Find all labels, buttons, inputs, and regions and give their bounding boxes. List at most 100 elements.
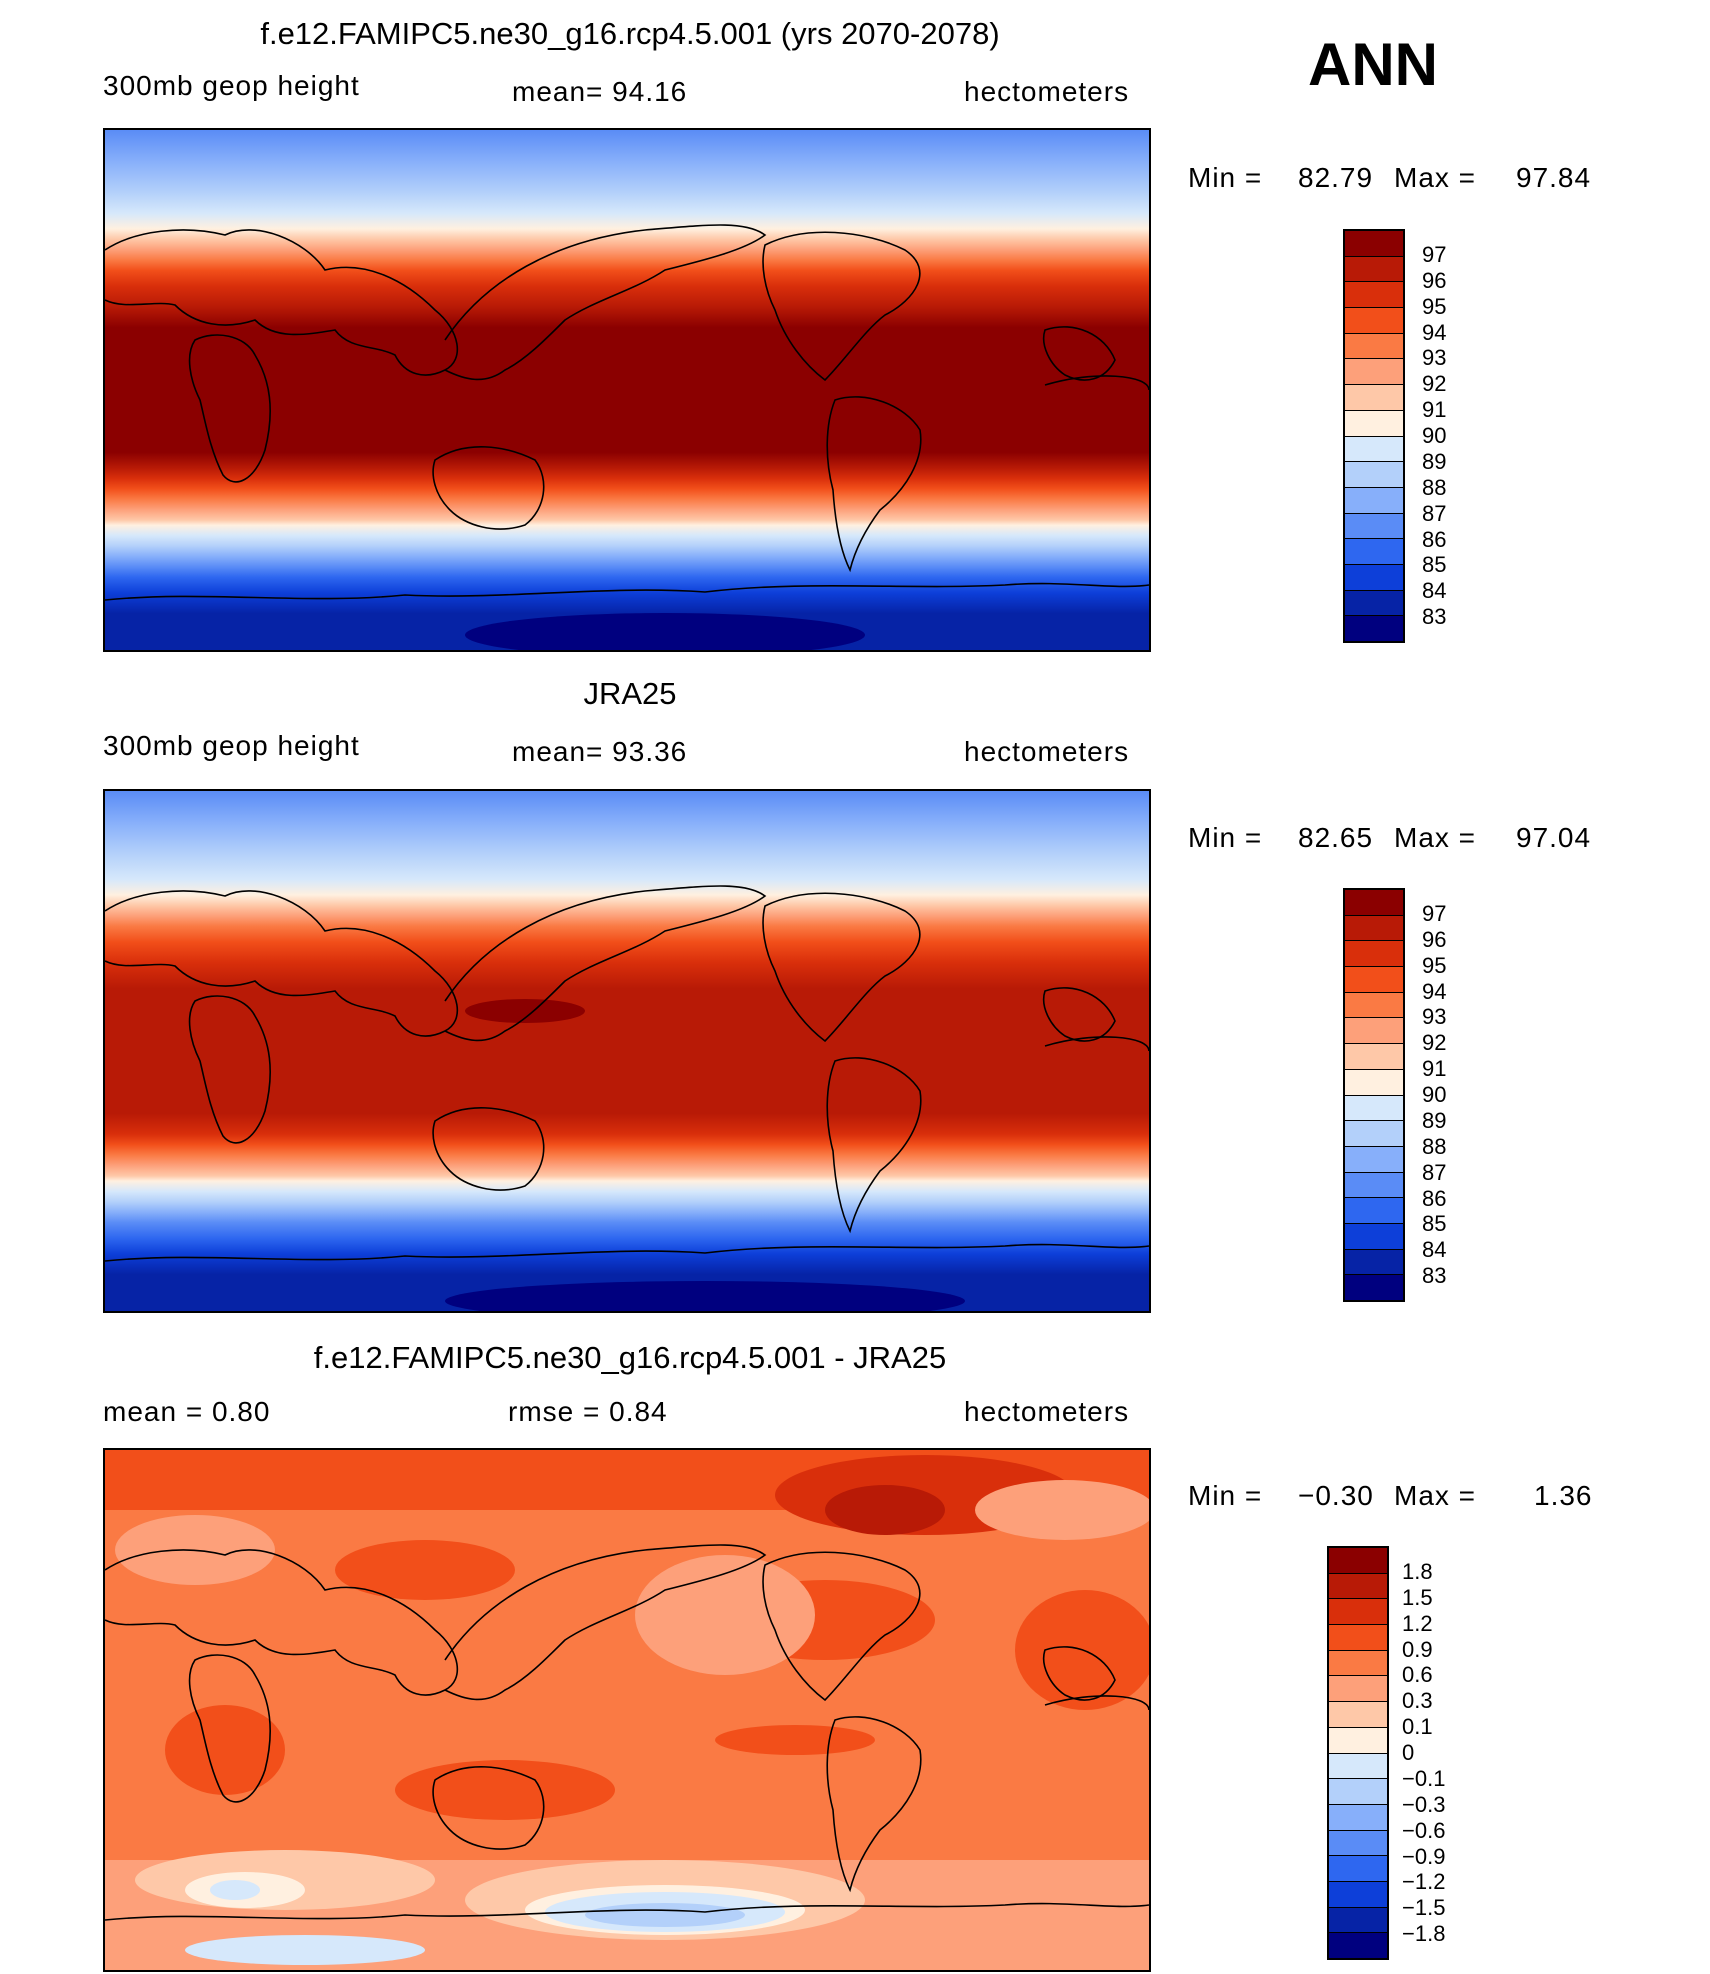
colorbar-tick-label: −1.8 bbox=[1402, 1921, 1446, 1947]
colorbar-swatch bbox=[1345, 967, 1403, 993]
panel-1-mean: mean= 94.16 bbox=[512, 76, 688, 107]
panel-3-min-label: Min = bbox=[1188, 1480, 1263, 1511]
colorbar-tick-label: 85 bbox=[1422, 1211, 1447, 1237]
panel-2-variable-label: 300mb geop height bbox=[103, 730, 360, 761]
panel-3-mean: mean = 0.80 bbox=[103, 1396, 271, 1427]
panel-1-title: f.e12.FAMIPC5.ne30_g16.rcp4.5.001 (yrs 2… bbox=[260, 16, 1000, 51]
colorbar-swatch bbox=[1345, 1069, 1403, 1096]
colorbar-swatch bbox=[1345, 941, 1403, 968]
colorbar-tick-label: 0.6 bbox=[1402, 1662, 1433, 1688]
colorbar-tick-label: 89 bbox=[1422, 1107, 1447, 1133]
colorbar-tick-label: 86 bbox=[1422, 1185, 1447, 1211]
colorbar-swatch bbox=[1329, 1881, 1387, 1908]
panel-2-title: JRA25 bbox=[583, 676, 677, 711]
colorbar-swatch bbox=[1345, 385, 1403, 411]
colorbar-tick-label: 0.3 bbox=[1402, 1688, 1433, 1714]
colorbar-tick-label: 0.9 bbox=[1402, 1636, 1433, 1662]
colorbar-tick-label: 92 bbox=[1422, 1030, 1447, 1056]
colorbar-tick-label: 84 bbox=[1422, 578, 1447, 604]
colorbar-tick-label: 1.8 bbox=[1402, 1558, 1433, 1584]
colorbar-swatch bbox=[1345, 487, 1403, 514]
colorbar-swatch bbox=[1329, 1676, 1387, 1703]
panel-1-max-label: Max = bbox=[1394, 162, 1477, 193]
panel-2-min-label: Min = bbox=[1188, 822, 1263, 853]
colorbar-swatch bbox=[1329, 1625, 1387, 1651]
colorbar-swatch bbox=[1345, 1121, 1403, 1147]
panel-2-max-label: Max = bbox=[1394, 822, 1477, 853]
colorbar-swatch bbox=[1345, 256, 1403, 283]
colorbar-swatch bbox=[1329, 1830, 1387, 1857]
panel-2-units: hectometers bbox=[964, 736, 1130, 767]
colorbar-tick-label: 84 bbox=[1422, 1237, 1447, 1263]
colorbar-tick-label: 91 bbox=[1422, 1056, 1447, 1082]
colorbar-swatch bbox=[1345, 564, 1403, 591]
colorbar-swatch bbox=[1345, 1249, 1403, 1276]
colorbar-tick-label: 86 bbox=[1422, 526, 1447, 552]
panel-3-min-value: −0.30 bbox=[1298, 1480, 1374, 1511]
colorbar-tick-label: 95 bbox=[1422, 952, 1447, 978]
colorbar-tick-label: −1.5 bbox=[1402, 1895, 1446, 1921]
colorbar-tick-label: −0.6 bbox=[1402, 1817, 1446, 1843]
colorbar-swatch bbox=[1345, 359, 1403, 386]
panel-1-max-value: 97.84 bbox=[1516, 162, 1592, 193]
colorbar-tick-label: 88 bbox=[1422, 474, 1447, 500]
colorbar-tick-label: 83 bbox=[1422, 1263, 1447, 1289]
colorbar-tick-label: 88 bbox=[1422, 1133, 1447, 1159]
panel-2-min-value: 82.65 bbox=[1298, 822, 1374, 853]
panel-3-title: f.e12.FAMIPC5.ne30_g16.rcp4.5.001 - JRA2… bbox=[313, 1340, 947, 1375]
panel-1-coastlines bbox=[105, 224, 1149, 601]
panel-2-map bbox=[103, 789, 1151, 1313]
colorbar-tick-label: 1.5 bbox=[1402, 1584, 1433, 1610]
panel-2-colorbar bbox=[1343, 888, 1405, 1302]
colorbar-tick-label: 83 bbox=[1422, 604, 1447, 630]
panel-1-units: hectometers bbox=[964, 76, 1130, 107]
panel-2-coastlines bbox=[105, 885, 1149, 1262]
colorbar-tick-label: 93 bbox=[1422, 1004, 1447, 1030]
colorbar-swatch bbox=[1329, 1727, 1387, 1754]
panel-1-variable-label: 300mb geop height bbox=[103, 70, 360, 101]
colorbar-swatch bbox=[1329, 1599, 1387, 1626]
colorbar-tick-label: −0.3 bbox=[1402, 1791, 1446, 1817]
panel-1-colorbar bbox=[1343, 229, 1405, 643]
colorbar-tick-label: −0.1 bbox=[1402, 1765, 1446, 1791]
colorbar-swatch bbox=[1345, 513, 1403, 540]
colorbar-swatch bbox=[1329, 1753, 1387, 1780]
colorbar-tick-label: 97 bbox=[1422, 900, 1447, 926]
panel-3-max-value: 1.36 bbox=[1534, 1480, 1593, 1511]
colorbar-tick-label: 94 bbox=[1422, 978, 1447, 1004]
colorbar-tick-label: 93 bbox=[1422, 345, 1447, 371]
panel-3-units: hectometers bbox=[964, 1396, 1130, 1427]
colorbar-swatch bbox=[1345, 282, 1403, 309]
colorbar-tick-label: −0.9 bbox=[1402, 1843, 1446, 1869]
colorbar-swatch bbox=[1345, 308, 1403, 334]
colorbar-swatch bbox=[1345, 539, 1403, 565]
colorbar-swatch bbox=[1329, 1779, 1387, 1805]
colorbar-tick-label: 90 bbox=[1422, 423, 1447, 448]
panel-1-min-label: Min = bbox=[1188, 162, 1263, 193]
colorbar-tick-label: 97 bbox=[1422, 241, 1447, 267]
colorbar-swatch bbox=[1345, 1198, 1403, 1224]
colorbar-swatch bbox=[1345, 1146, 1403, 1173]
panel-3-colorbar bbox=[1327, 1546, 1389, 1960]
colorbar-tick-label: 91 bbox=[1422, 397, 1447, 423]
colorbar-swatch bbox=[1345, 1044, 1403, 1070]
colorbar-swatch bbox=[1345, 436, 1403, 463]
colorbar-tick-label: 95 bbox=[1422, 293, 1447, 319]
panel-3-rmse: rmse = 0.84 bbox=[508, 1396, 668, 1427]
panel-1-map bbox=[103, 128, 1151, 652]
colorbar-swatch bbox=[1345, 915, 1403, 942]
colorbar-tick-label: 92 bbox=[1422, 371, 1447, 397]
colorbar-swatch bbox=[1345, 1172, 1403, 1199]
panel-1-min-value: 82.79 bbox=[1298, 162, 1374, 193]
colorbar-swatch bbox=[1329, 1650, 1387, 1677]
panel-3-max-label: Max = bbox=[1394, 1480, 1477, 1511]
colorbar-swatch bbox=[1345, 992, 1403, 1019]
colorbar-swatch bbox=[1329, 1573, 1387, 1600]
colorbar-tick-label: 0.1 bbox=[1402, 1714, 1433, 1740]
colorbar-swatch bbox=[1345, 1223, 1403, 1250]
colorbar-swatch bbox=[1329, 1548, 1387, 1574]
colorbar-tick-label: 0 bbox=[1402, 1740, 1415, 1765]
panel-2-max-value: 97.04 bbox=[1516, 822, 1592, 853]
colorbar-swatch bbox=[1345, 462, 1403, 488]
colorbar-swatch bbox=[1345, 890, 1403, 916]
